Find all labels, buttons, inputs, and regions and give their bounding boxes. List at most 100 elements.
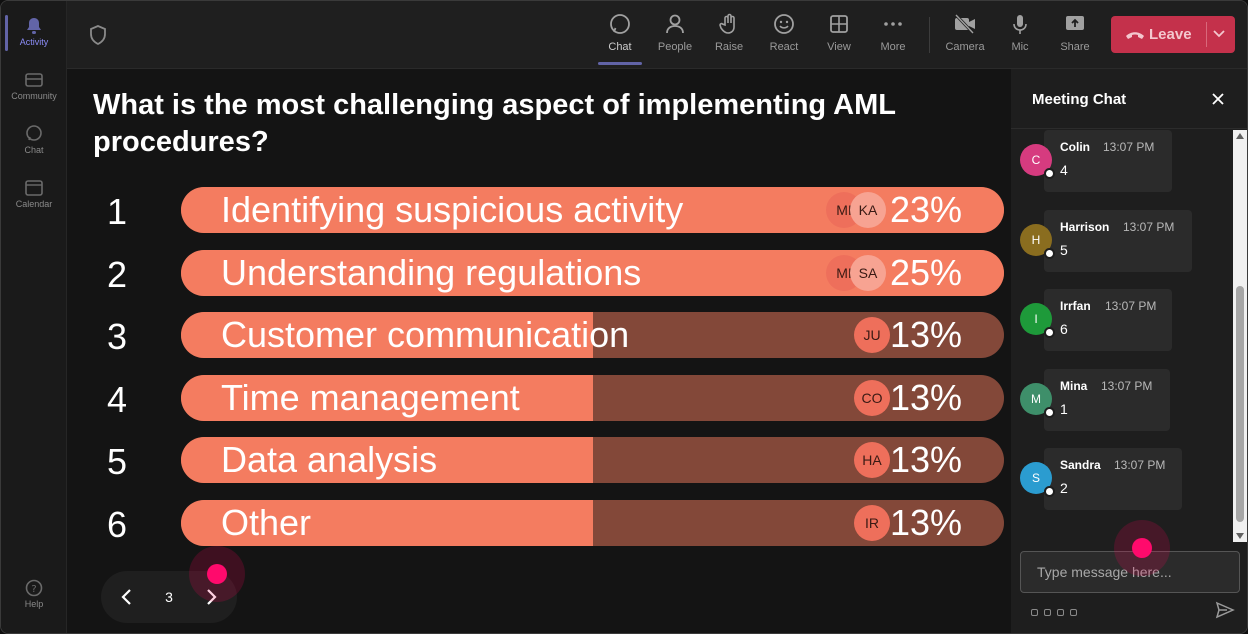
poll-option-label: Time management xyxy=(221,377,520,418)
app-rail: Activity Community Chat Calendar ? Help xyxy=(1,1,67,633)
presence-status-icon xyxy=(1044,248,1055,259)
chat-message: Harrison 13:07 PM 5 H xyxy=(1011,208,1233,272)
toolbar-view-button[interactable]: View xyxy=(813,9,865,65)
voter-avatar: CO xyxy=(854,380,890,416)
message-bubble: Mina 13:07 PM 1 xyxy=(1044,369,1170,431)
message-sender: Harrison xyxy=(1060,220,1110,234)
message-text: 1 xyxy=(1060,401,1068,417)
message-text: 2 xyxy=(1060,480,1068,496)
poll-option-percent: 23% xyxy=(889,189,962,230)
scrollbar-thumb[interactable] xyxy=(1236,286,1244,522)
presence-status-icon xyxy=(1044,407,1055,418)
phone-hangup-icon xyxy=(1126,32,1144,40)
message-sender: Mina xyxy=(1060,379,1088,393)
poll-option-number: 1 xyxy=(107,191,128,232)
poll-option[interactable]: 3 Customer communication JU 13% xyxy=(67,312,1011,360)
chat-message-input[interactable] xyxy=(1020,551,1240,593)
message-text: 6 xyxy=(1060,321,1068,337)
poll-option-bar[interactable]: Time management CO 13% xyxy=(181,375,1004,421)
bell-icon xyxy=(27,18,41,34)
poll-panel: What is the most challenging aspect of i… xyxy=(67,69,1011,633)
poll-option-number: 3 xyxy=(107,316,128,357)
leave-button[interactable]: Leave xyxy=(1111,16,1235,53)
poll-option-label: Other xyxy=(221,502,312,543)
chat-message-list: Colin 13:07 PM 4 C Harrison 13:07 PM 5 H Irrfan 1… xyxy=(1011,130,1233,542)
poll-option-bar[interactable]: Other IR 13% xyxy=(181,500,1004,546)
poll-option[interactable]: 2 Understanding regulations MI SA 25% xyxy=(67,250,1011,298)
message-bubble: Sandra 13:07 PM 2 xyxy=(1044,448,1182,510)
page-number: 3 xyxy=(165,589,173,605)
toolbar-raise-button[interactable]: Raise xyxy=(703,9,755,65)
rail-item-help[interactable]: ? Help xyxy=(1,569,67,619)
scroll-up-arrow-icon[interactable] xyxy=(1236,133,1244,139)
svg-text:?: ? xyxy=(31,584,36,595)
message-sender: Colin xyxy=(1060,140,1090,154)
send-icon[interactable] xyxy=(1215,601,1235,619)
toolbar-mic-button[interactable]: Mic xyxy=(994,9,1046,65)
rail-item-activity[interactable]: Activity xyxy=(1,7,67,57)
poll-option-number: 6 xyxy=(107,504,128,545)
poll-option-bar-fill xyxy=(181,312,593,358)
poll-option-bar[interactable]: Data analysis HA 13% xyxy=(181,437,1004,483)
avatar[interactable]: H xyxy=(1020,224,1052,256)
poll-option-bar[interactable]: Customer communication JU 13% xyxy=(181,312,1004,358)
meeting-chat-panel: Meeting Chat Colin 13:07 PM 4 C Harrison 13:0… xyxy=(1011,69,1247,633)
toolbar-mic-label: Mic xyxy=(1011,41,1029,53)
toolbar-more-button[interactable]: More xyxy=(867,9,919,65)
attach-icon[interactable] xyxy=(1044,609,1051,616)
chevron-down-icon[interactable] xyxy=(1212,27,1226,41)
toolbar-camera-button[interactable]: Camera xyxy=(939,9,991,65)
gif-icon[interactable] xyxy=(1070,609,1077,616)
chevron-right-icon[interactable] xyxy=(199,585,223,609)
poll-option[interactable]: 5 Data analysis HA 13% xyxy=(67,437,1011,485)
rail-item-calendar[interactable]: Calendar xyxy=(1,169,67,219)
cursor-indicator xyxy=(1114,520,1170,576)
poll-option-percent: 25% xyxy=(889,252,962,293)
voter-avatar: KA xyxy=(850,192,886,228)
presence-status-icon xyxy=(1044,327,1055,338)
message-timestamp: 13:07 PM xyxy=(1114,458,1166,472)
toolbar-react-button[interactable]: React xyxy=(758,9,810,65)
poll-option-label: Understanding regulations xyxy=(221,252,642,293)
leave-divider xyxy=(1206,22,1207,47)
poll-option-number: 2 xyxy=(107,254,128,295)
scroll-down-arrow-icon[interactable] xyxy=(1236,533,1244,539)
toolbar-share-button[interactable]: Share xyxy=(1049,9,1101,65)
leave-label: Leave xyxy=(1149,26,1192,43)
message-bubble: Irrfan 13:07 PM 6 xyxy=(1044,289,1172,351)
meeting-toolbar: Chat People Raise React View More Camera xyxy=(67,1,1247,69)
chevron-left-icon[interactable] xyxy=(115,585,139,609)
rail-item-chat[interactable]: Chat xyxy=(1,115,67,165)
poll-option-percent: 13% xyxy=(889,502,962,543)
message-timestamp: 13:07 PM xyxy=(1123,220,1175,234)
format-icon[interactable] xyxy=(1031,609,1038,616)
toolbar-camera-label: Camera xyxy=(945,41,985,53)
message-timestamp: 13:07 PM xyxy=(1105,299,1157,313)
poll-option-label: Identifying suspicious activity xyxy=(221,189,684,230)
poll-option[interactable]: 6 Other IR 13% xyxy=(67,500,1011,548)
message-timestamp: 13:07 PM xyxy=(1101,379,1153,393)
chat-scrollbar[interactable] xyxy=(1233,130,1247,542)
poll-option[interactable]: 4 Time management CO 13% xyxy=(67,375,1011,423)
message-bubble: Colin 13:07 PM 4 xyxy=(1044,130,1172,192)
poll-option[interactable]: 1 Identifying suspicious activity MI KA 23% xyxy=(67,187,1011,235)
toolbar-people-button[interactable]: People xyxy=(649,9,701,65)
close-icon[interactable] xyxy=(1210,91,1226,107)
more-icon xyxy=(884,22,902,26)
rail-label: Chat xyxy=(24,145,44,155)
person-icon xyxy=(666,14,684,34)
emoji-icon[interactable] xyxy=(1057,609,1064,616)
share-screen-icon xyxy=(1066,16,1084,30)
toolbar-chat-button[interactable]: Chat xyxy=(594,9,646,65)
poll-option-bar[interactable]: Understanding regulations MI SA 25% xyxy=(181,250,1004,296)
poll-option-bar[interactable]: Identifying suspicious activity MI KA 23% xyxy=(181,187,1004,233)
calendar-icon xyxy=(25,180,43,196)
voter-avatar: JU xyxy=(854,317,890,353)
message-text: 4 xyxy=(1060,162,1068,178)
chat-icon xyxy=(26,125,42,141)
message-bubble: Harrison 13:07 PM 5 xyxy=(1044,210,1192,272)
poll-option-number: 5 xyxy=(107,441,128,482)
rail-item-community[interactable]: Community xyxy=(1,61,67,111)
camera-off-icon xyxy=(954,13,975,35)
